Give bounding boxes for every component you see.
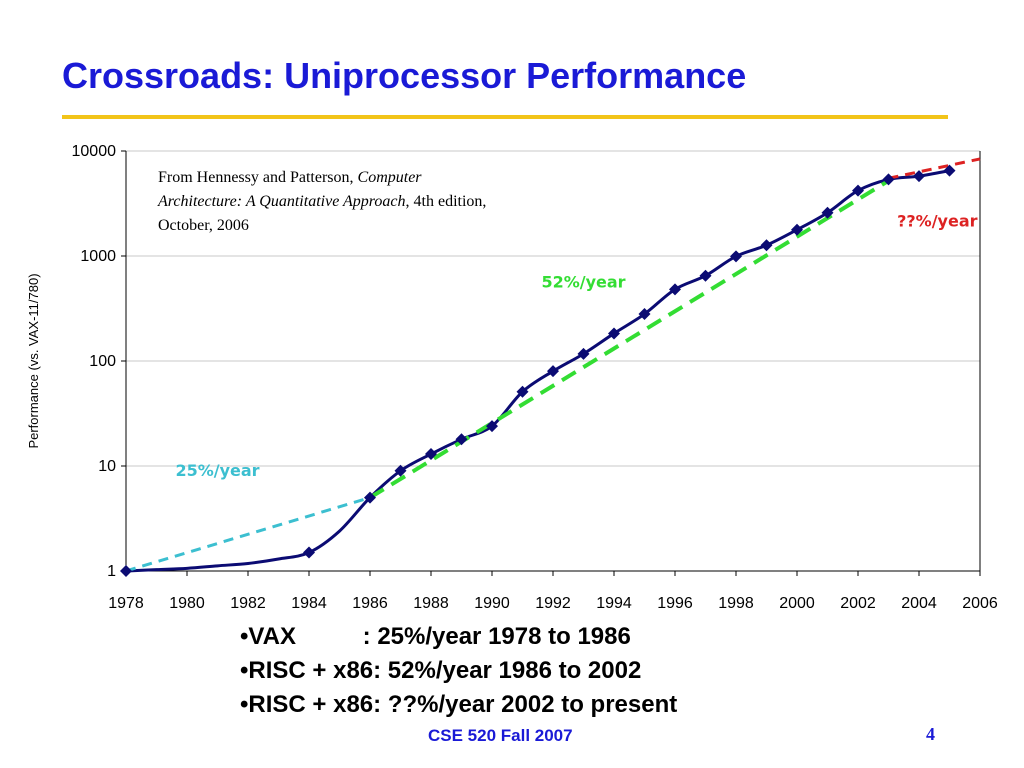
citation-prefix: From Hennessy and Patterson, — [158, 169, 358, 186]
x-tick-label: 1984 — [291, 595, 327, 612]
x-tick-label: 2000 — [779, 595, 815, 612]
bullet-item: VAX : 25%/year 1978 to 1986 — [240, 620, 677, 654]
x-tick-label: 2002 — [840, 595, 876, 612]
y-tick-label: 1 — [107, 563, 116, 580]
data-point-marker — [516, 385, 529, 398]
slide-title: Crossroads: Uniprocessor Performance — [62, 55, 747, 96]
data-point-marker — [730, 250, 742, 263]
data-point-marker — [913, 170, 925, 183]
y-axis-title: Performance (vs. VAX-11/780) — [26, 273, 41, 448]
x-tick-label: 1992 — [535, 595, 571, 612]
data-point-marker — [821, 206, 834, 219]
data-point-marker — [852, 184, 864, 197]
trend-line — [888, 157, 981, 180]
performance-series-line — [125, 169, 950, 573]
data-point-marker — [943, 164, 956, 177]
data-point-marker — [638, 308, 651, 321]
x-tick-label: 2006 — [962, 595, 998, 612]
data-point-marker — [303, 546, 315, 559]
x-tick-label: 1982 — [230, 595, 266, 612]
x-tick-label: 1996 — [657, 595, 693, 612]
trend-label: ??%/year — [897, 212, 978, 231]
trend-label: 52%/year — [541, 273, 625, 292]
x-tick-label: 1994 — [596, 595, 632, 612]
data-point-marker — [882, 173, 895, 186]
bullet-list: VAX : 25%/year 1978 to 1986 RISC + x86: … — [240, 620, 677, 722]
x-tick-label: 1988 — [413, 595, 449, 612]
x-tick-label: 2004 — [901, 595, 937, 612]
citation-book-title: Computer Architecture: A Quantitative Ap… — [158, 169, 422, 210]
bullet-item: RISC + x86: ??%/year 2002 to present — [240, 688, 677, 722]
data-point-marker — [608, 327, 620, 340]
citation-text: From Hennessy and Patterson, Computer Ar… — [158, 166, 508, 238]
data-point-marker — [699, 269, 712, 282]
data-point-marker — [425, 448, 437, 461]
footer-course: CSE 520 Fall 2007 — [428, 726, 573, 745]
y-tick-label: 10 — [98, 458, 116, 475]
trend-line — [368, 179, 890, 500]
data-point-marker — [455, 433, 468, 446]
x-tick-label: 1986 — [352, 595, 388, 612]
citation-suffix: , 4th edition, October, 2006 — [158, 193, 487, 234]
x-tick-label: 1998 — [718, 595, 754, 612]
y-tick-label: 1000 — [80, 248, 116, 265]
data-point-marker — [577, 347, 590, 360]
trend-label: 25%/year — [175, 461, 259, 480]
y-tick-label: 100 — [89, 353, 116, 370]
data-point-marker — [120, 565, 132, 577]
page-number: 4 — [926, 724, 935, 744]
trend-line — [125, 496, 371, 573]
data-point-marker — [394, 464, 407, 477]
data-point-marker — [486, 420, 498, 433]
x-tick-label: 1978 — [108, 595, 144, 612]
x-tick-label: 1980 — [169, 595, 205, 612]
data-point-marker — [547, 365, 559, 378]
x-tick-label: 1990 — [474, 595, 510, 612]
data-point-marker — [364, 491, 376, 504]
title-underline — [62, 115, 948, 119]
data-point-marker — [760, 239, 773, 252]
data-point-marker — [791, 223, 803, 236]
bullet-item: RISC + x86: 52%/year 1986 to 2002 — [240, 654, 677, 688]
y-tick-label: 10000 — [72, 143, 117, 160]
data-point-marker — [669, 283, 681, 296]
